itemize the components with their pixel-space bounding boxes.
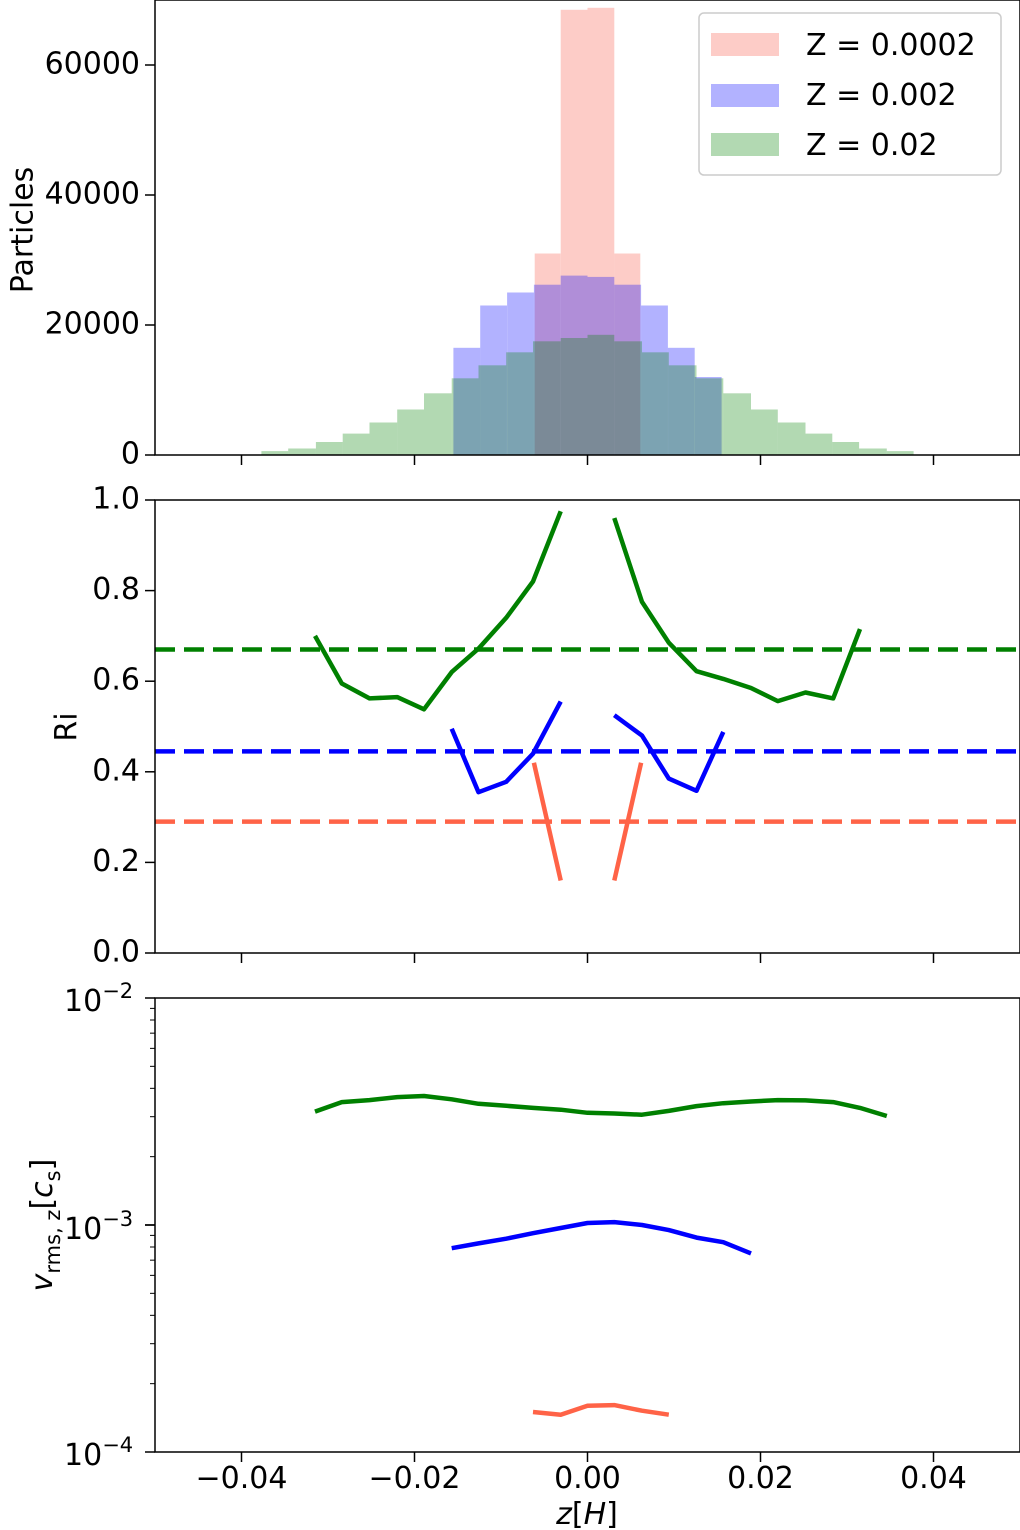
- ri-series0-segment1: [612, 517, 863, 704]
- xtick-label: 0.02: [727, 1461, 794, 1496]
- hist-bar-series2-bin12: [587, 334, 615, 456]
- legend-label-z02: Z = 0.02: [806, 128, 938, 163]
- top-ytick-label: 60000: [45, 47, 140, 82]
- hist-bar-series2-bin14: [642, 352, 669, 455]
- hist-bar-series2-bin19: [777, 422, 806, 455]
- hist-bar-series2-bin1: [288, 448, 316, 455]
- hist-bar-series2-bin18: [751, 409, 778, 455]
- legend-frame: [698, 12, 1002, 176]
- ytick-label-1e-4: 10−4: [64, 1433, 133, 1473]
- mid-ytick-label: 0.8: [92, 572, 140, 607]
- xtick-label: −0.02: [369, 1461, 461, 1496]
- hist-bar-series1-bin2: [507, 292, 534, 455]
- mid-y-axis-label: Ri: [50, 712, 85, 741]
- hist-bar-series2-bin9: [506, 352, 533, 455]
- hist-bar-series2-bin22: [859, 448, 887, 455]
- top-ytick-label: 0: [121, 437, 140, 472]
- legend-swatch-z02: [711, 133, 779, 156]
- vrms-lines: [314, 1093, 888, 1417]
- hist-bar-series2-bin0: [261, 451, 289, 455]
- hist-bar-series0-bin2: [560, 9, 588, 456]
- mid-ytick-label: 0.6: [92, 663, 140, 698]
- hist-bar-series0-bin1: [534, 253, 561, 455]
- top-ytick-label: 20000: [45, 307, 140, 342]
- hist-bar-series1-bin5: [587, 276, 615, 455]
- ri-series2-segment1: [612, 762, 644, 881]
- xtick-label: 0.00: [554, 1461, 621, 1496]
- hist-bar-series1-bin7: [641, 305, 668, 455]
- hist-bar-series2-bin4: [369, 422, 398, 455]
- x-axis-label: z[H]: [555, 1497, 618, 1530]
- hist-bar-series2-bin23: [886, 451, 914, 455]
- richardson-panel: 0.0 0.2 0.4 0.6 0.8 1.0 Ri: [50, 482, 1020, 970]
- legend: Z = 0.0002 Z = 0.002 Z = 0.02: [698, 12, 1002, 176]
- top-ytick-label: 40000: [45, 177, 140, 212]
- histogram-bars: [261, 7, 914, 456]
- ri-series2-segment0: [531, 762, 563, 881]
- velocity-panel: −0.04 −0.02 0.00 0.02 0.04 10−2 10−3 10−4 vr…: [25, 979, 1020, 1530]
- hist-bar-series2-bin11: [560, 338, 588, 455]
- hist-bar-series2-bin21: [832, 442, 860, 455]
- hist-bar-series1-bin4: [560, 275, 588, 455]
- hist-bar-series2-bin6: [424, 393, 452, 456]
- hist-bar-series2-bin7: [451, 378, 479, 455]
- hist-bar-series1-bin9: [694, 377, 722, 455]
- ri-series1-segment1: [612, 713, 726, 794]
- top-y-ticks: 0 20000 40000 60000: [45, 47, 155, 472]
- ri-series0-segment0: [313, 510, 563, 712]
- hist-bar-series2-bin15: [668, 365, 697, 455]
- bottom-x-ticks: −0.04 −0.02 0.00 0.02 0.04: [196, 1452, 967, 1496]
- hist-bar-series0-bin4: [614, 253, 641, 455]
- hist-bar-series1-bin3: [533, 284, 561, 455]
- hist-bar-series1-bin1: [480, 305, 507, 455]
- mid-axes-frame: [154, 499, 1020, 954]
- vrms-series-2: [532, 1402, 670, 1417]
- bottom-y-ticks: [145, 997, 155, 1453]
- top-x-ticks: [240, 455, 935, 465]
- bottom-y-axis-label: vrms, z[cs]: [25, 1159, 65, 1292]
- legend-swatch-z002: [711, 84, 779, 107]
- ytick-label-1e-2: 10−2: [64, 979, 133, 1019]
- mid-ytick-label: 0.4: [92, 753, 140, 788]
- hist-bar-series2-bin17: [723, 393, 751, 456]
- xtick-label: 0.04: [900, 1461, 967, 1496]
- hist-bar-series2-bin10: [533, 341, 561, 456]
- vrms-series-0: [314, 1093, 888, 1119]
- xtick-label: −0.04: [196, 1461, 288, 1496]
- mid-ytick-label: 0.0: [92, 935, 140, 970]
- ri-lines: [155, 510, 1020, 881]
- log-tick-labels: 10−2 10−3 10−4: [64, 979, 133, 1473]
- mid-y-ticks: 0.0 0.2 0.4 0.6 0.8 1.0: [92, 482, 155, 970]
- ri-series1-segment0: [449, 700, 563, 795]
- top-y-axis-label: Particles: [6, 167, 41, 293]
- ytick-label-1e-3: 10−3: [64, 1207, 133, 1247]
- hist-bar-series2-bin16: [696, 378, 724, 455]
- hist-bar-series2-bin20: [805, 433, 833, 455]
- histogram-panel: 0 20000 40000 60000 Particles Z = 0.0002 Z …: [6, 0, 1020, 472]
- hist-bar-series2-bin2: [315, 442, 343, 455]
- mid-ytick-label: 1.0: [92, 482, 140, 517]
- hist-bar-series1-bin8: [667, 347, 695, 456]
- mid-ytick-label: 0.2: [92, 844, 140, 879]
- legend-label-z0002: Z = 0.0002: [806, 28, 976, 63]
- hist-bar-series2-bin3: [342, 433, 370, 455]
- hist-bar-series2-bin13: [614, 341, 642, 456]
- hist-bar-series0-bin3: [587, 7, 615, 456]
- hist-bar-series2-bin5: [397, 409, 424, 455]
- hist-bar-series1-bin6: [614, 284, 642, 455]
- legend-swatch-z0002: [711, 33, 779, 56]
- vrms-series-1: [451, 1219, 752, 1256]
- hist-bar-series2-bin8: [478, 365, 507, 455]
- legend-label-z002: Z = 0.002: [806, 78, 957, 113]
- mid-x-ticks: [240, 953, 935, 963]
- hist-bar-series1-bin0: [453, 347, 481, 456]
